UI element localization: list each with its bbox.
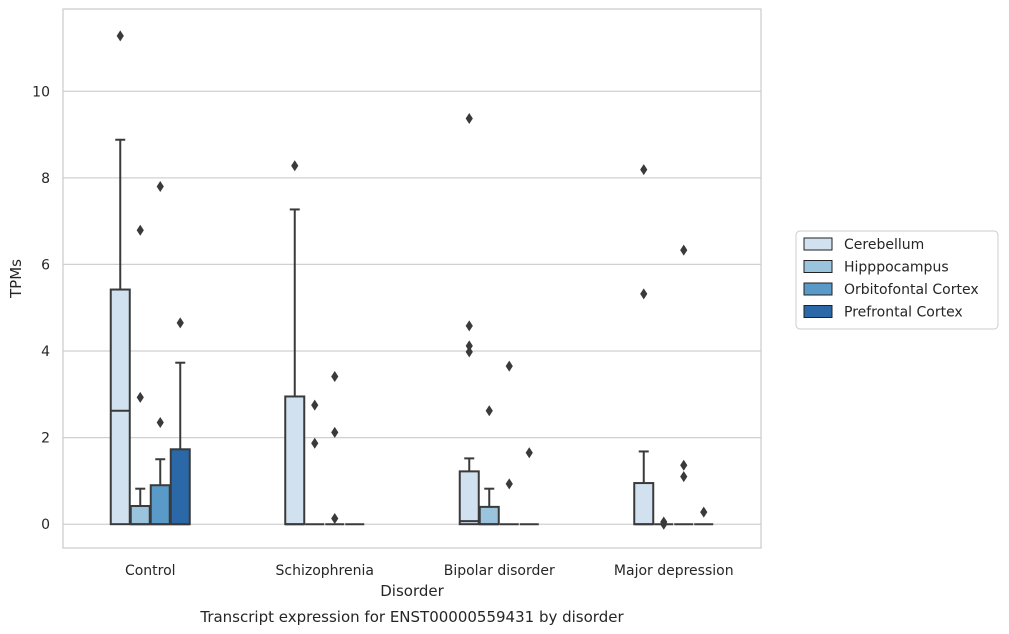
x-tick-label: Schizophrenia <box>276 563 374 579</box>
box-2-2 <box>499 360 519 526</box>
outlier-point <box>700 506 708 518</box>
legend-label: Prefrontal Cortex <box>844 305 963 321</box>
box-body <box>149 484 171 526</box>
box-0-0 <box>109 30 131 526</box>
outlier-point <box>660 518 668 530</box>
legend-label: Cerebellum <box>844 237 924 253</box>
box-2-1 <box>478 405 500 526</box>
plot-frame <box>62 8 762 549</box>
y-tick-label: 4 <box>41 344 50 360</box>
outlier-point <box>465 113 473 125</box>
box-body <box>458 470 480 526</box>
y-tick-label: 2 <box>41 431 50 447</box>
outlier-point <box>465 340 473 352</box>
box-3-0 <box>633 164 655 526</box>
outlier-point <box>465 346 473 358</box>
box-body <box>633 482 655 526</box>
legend-swatch <box>803 260 833 273</box>
box-body <box>109 288 131 526</box>
box-1-0 <box>284 160 306 526</box>
outlier-point <box>505 478 513 490</box>
box-body <box>478 505 500 526</box>
box-1-2 <box>325 371 345 526</box>
x-axis-title: Disorder <box>380 582 444 600</box>
outlier-point <box>156 416 164 428</box>
box-body <box>129 505 151 526</box>
legend-label: Orbitofontal Cortex <box>844 282 979 298</box>
y-tick-label: 8 <box>41 171 50 187</box>
box-body <box>284 395 306 526</box>
box-2-3 <box>519 447 539 526</box>
legend: Cerebellum Hipppocampus Orbitofontal Corte… <box>795 230 999 330</box>
box-groups <box>109 30 714 530</box>
outlier-point <box>291 160 299 172</box>
box-0-2 <box>149 181 171 526</box>
box-0-3 <box>169 317 191 526</box>
outlier-point <box>680 244 688 256</box>
outlier-point <box>640 164 648 176</box>
legend-label: Hipppocampus <box>844 260 949 276</box>
x-axis-ticks: Control Schizophrenia Bipolar disorder Majo… <box>125 563 734 579</box>
y-axis-ticks: 0 2 4 6 8 10 <box>32 84 50 533</box>
outlier-point <box>136 224 144 236</box>
box-body <box>169 448 191 526</box>
box-3-2 <box>674 244 694 526</box>
legend-swatch <box>803 282 833 296</box>
x-tick-label: Bipolar disorder <box>444 563 555 579</box>
box-3-1 <box>654 516 674 530</box>
chart-title: Transcript expression for ENST0000055943… <box>199 608 624 626</box>
box-0-1 <box>129 224 151 526</box>
legend-swatch <box>803 237 833 251</box>
outlier-point <box>311 437 319 449</box>
box-3-3 <box>694 506 714 526</box>
outlier-point <box>680 471 688 483</box>
outlier-point <box>176 317 184 329</box>
legend-frame <box>795 230 999 330</box>
outlier-point <box>331 513 339 525</box>
outlier-point <box>485 405 493 417</box>
outlier-point <box>331 371 339 383</box>
y-tick-label: 10 <box>32 84 50 100</box>
outlier-point <box>680 459 688 471</box>
box-1-1 <box>305 399 325 526</box>
outlier-point <box>116 30 124 42</box>
outlier-point <box>331 426 339 438</box>
outlier-point <box>505 360 513 372</box>
outlier-point <box>311 399 319 411</box>
x-tick-label: Control <box>125 563 176 579</box>
legend-swatch <box>803 305 833 318</box>
y-tick-label: 0 <box>41 517 50 533</box>
grid-lines <box>63 90 761 525</box>
outlier-point <box>640 288 648 300</box>
y-tick-label: 6 <box>41 257 50 273</box>
outlier-point <box>136 391 144 403</box>
box-2-0 <box>458 113 480 526</box>
outlier-point <box>465 320 473 332</box>
x-tick-label: Major depression <box>614 563 734 579</box>
outlier-point <box>156 181 164 193</box>
y-axis-title: TPMs <box>7 259 25 299</box>
outlier-point <box>525 447 533 459</box>
